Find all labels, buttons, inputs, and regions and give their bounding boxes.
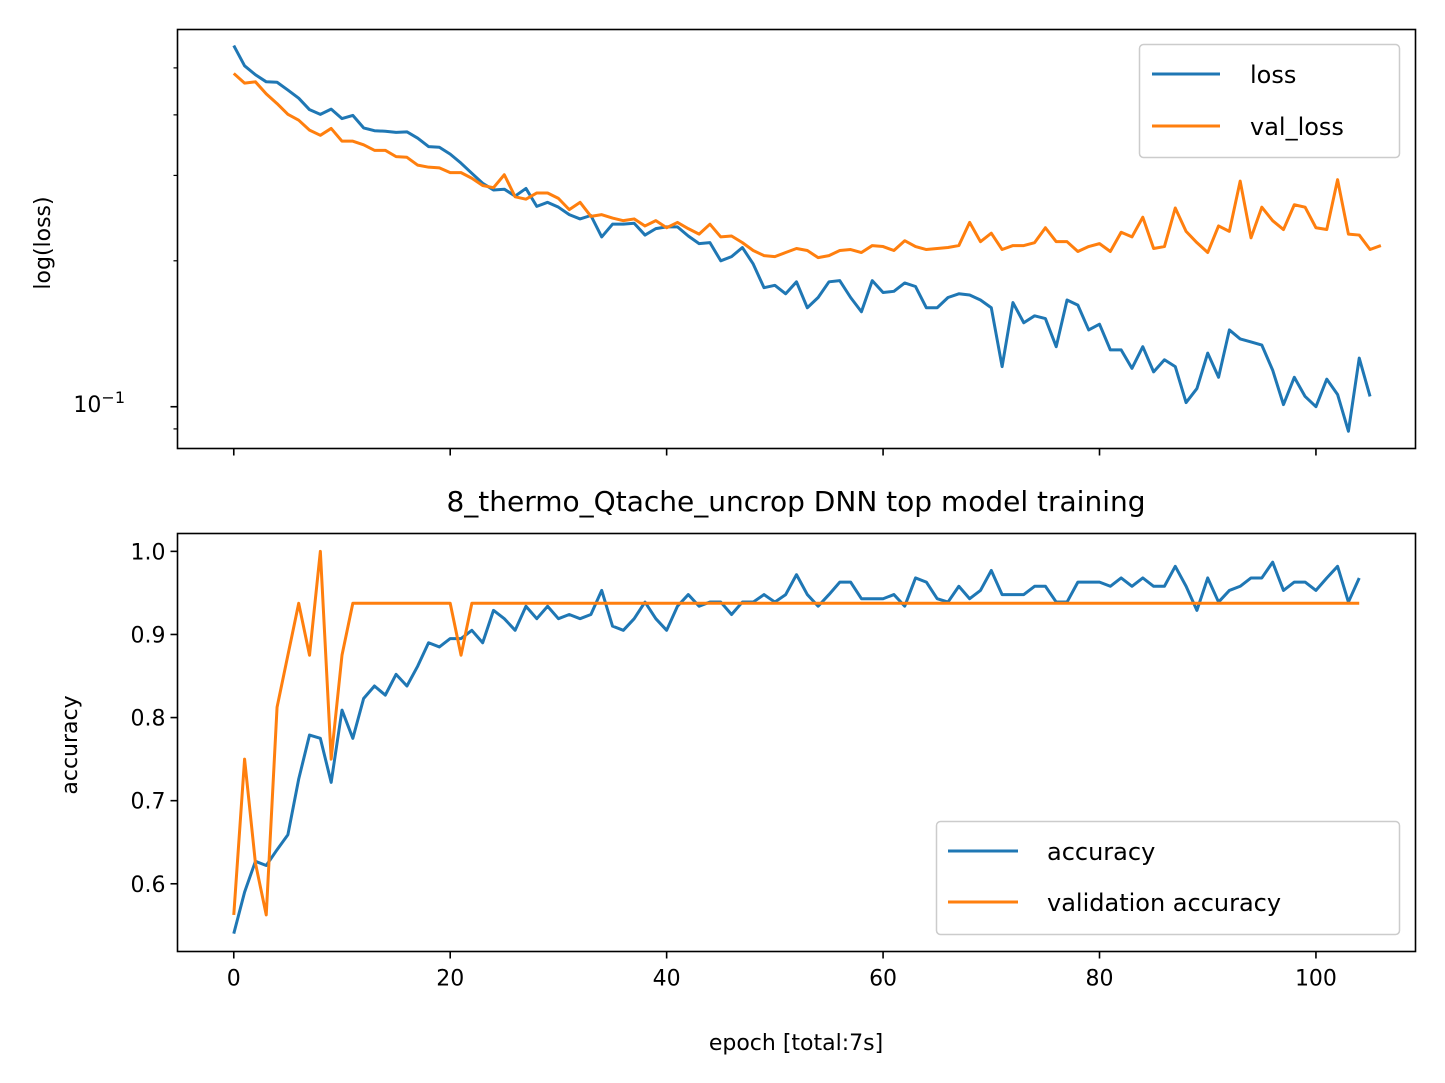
series-line-loss [232, 44, 1372, 433]
y-tick-label-0-9: 0.9 [131, 623, 166, 648]
x-tick-label-20: 20 [436, 967, 464, 992]
y-tick-label-0-7: 0.7 [131, 790, 166, 815]
loss-panel: 10−1 log(loss) loss val_loss [31, 28, 1417, 456]
legend-label-loss: loss [1250, 61, 1296, 89]
loss-y-tick-label: 10−1 [73, 388, 125, 418]
accuracy-legend-box [935, 820, 1401, 936]
accuracy-y-axis-label: accuracy [58, 695, 83, 794]
legend-label-validation-accuracy: validation accuracy [1047, 889, 1281, 917]
loss-y-axis-label: log(loss) [31, 196, 56, 289]
loss-legend: loss val_loss [1138, 43, 1401, 159]
series-line-val-loss [232, 72, 1382, 260]
x-tick-label-60: 60 [869, 967, 897, 992]
accuracy-x-ticks: 0 20 40 60 80 100 [227, 951, 1337, 992]
accuracy-y-ticks: 0.6 0.7 0.8 0.9 1.0 [131, 540, 178, 898]
y-tick-label-0-8: 0.8 [131, 707, 166, 732]
loss-series-lines [232, 44, 1382, 433]
loss-plot-frame [176, 28, 1417, 450]
series-line-validation-accuracy [232, 549, 1360, 917]
x-tick-label-40: 40 [653, 967, 681, 992]
y-tick-label-1-0: 1.0 [131, 540, 166, 565]
accuracy-series-lines [232, 549, 1361, 935]
legend-label-val-loss: val_loss [1250, 113, 1344, 141]
x-tick-label-100: 100 [1295, 967, 1337, 992]
y-tick-label-0-6: 0.6 [131, 873, 166, 898]
x-axis-label: epoch [total:7s] [709, 1031, 883, 1056]
legend-label-accuracy: accuracy [1047, 838, 1155, 866]
loss-y-ticks [170, 67, 178, 430]
accuracy-plot-frame [176, 532, 1417, 953]
loss-x-ticks [232, 448, 1317, 456]
x-tick-label-0: 0 [227, 967, 241, 992]
series-line-accuracy [232, 560, 1361, 935]
chart-title: 8_thermo_Qtache_uncrop DNN top model tra… [446, 485, 1145, 518]
accuracy-panel: 8_thermo_Qtache_uncrop DNN top model tra… [58, 485, 1417, 1056]
x-tick-label-80: 80 [1086, 967, 1114, 992]
accuracy-legend: accuracy validation accuracy [935, 820, 1401, 936]
